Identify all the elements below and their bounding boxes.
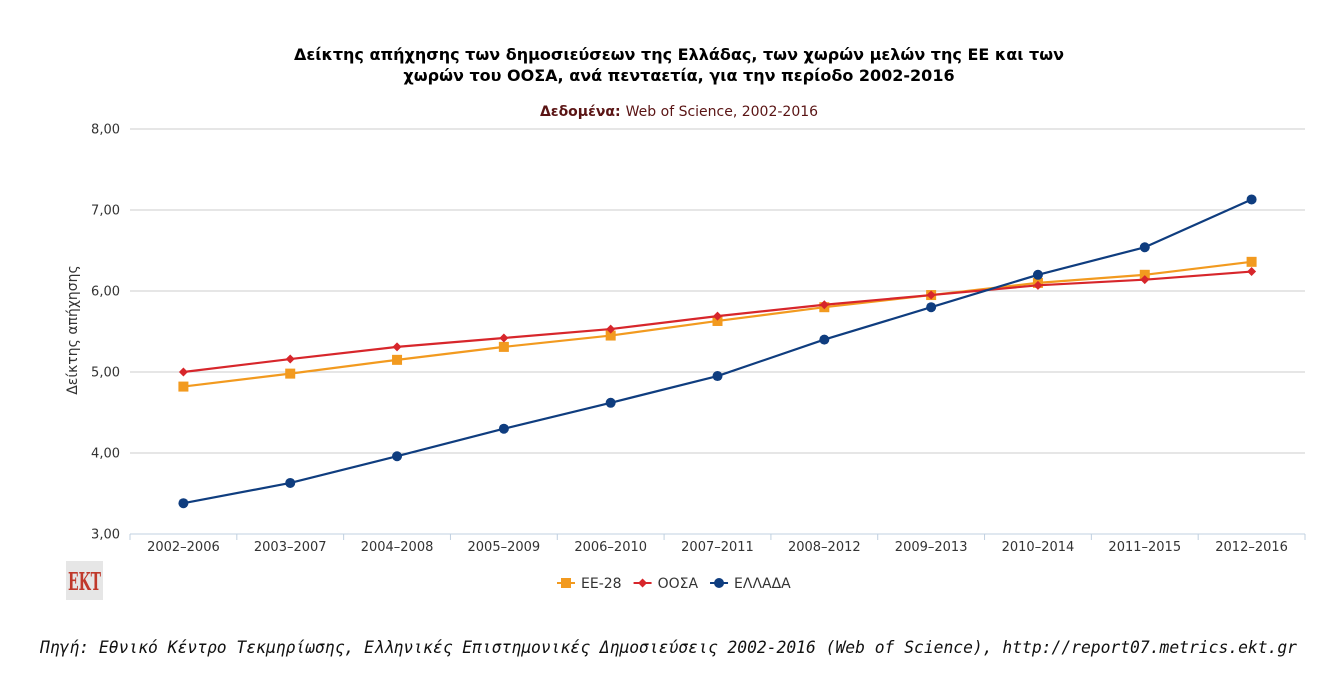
legend: ΕΕ-28 ΟΟΣΑ ΕΛΛΑΔΑ — [557, 576, 791, 592]
data-point-square — [1139, 269, 1150, 280]
data-point-circle — [1032, 269, 1043, 280]
chart-subtitle: Δεδομένα: Web of Science, 2002-2016 — [540, 104, 818, 120]
legend-item: ΕΕ-28 — [557, 576, 622, 592]
data-point-circle — [926, 302, 937, 313]
chart-title-line-1: Δείκτης απήχησης των δημοσιεύσεων της Ελ… — [294, 45, 1064, 64]
series-diamond — [178, 267, 1257, 377]
x-tick-label: 2010–2014 — [1002, 540, 1075, 555]
source-note: Πηγή: Εθνικό Κέντρο Τεκμηρίωσης, Ελληνικ… — [39, 638, 1297, 657]
y-axis-ticks: 3,00 4,00 5,00 6,00 7,00 8,00 — [91, 123, 120, 543]
x-tick-label: 2011–2015 — [1108, 540, 1181, 555]
data-point-circle — [498, 423, 509, 434]
x-tick-label: 2002–2006 — [147, 540, 220, 555]
data-point-square — [285, 368, 296, 379]
data-point-square — [605, 330, 616, 341]
data-point-diamond — [392, 342, 402, 352]
y-tick-label: 6,00 — [91, 285, 120, 300]
data-point-diamond — [285, 354, 295, 364]
x-tick-label: 2004–2008 — [361, 540, 434, 555]
data-point-circle — [712, 371, 723, 382]
ekt-logo: EKT — [66, 561, 103, 600]
series-line — [183, 198, 1253, 505]
data-point-diamond — [926, 290, 936, 300]
data-point-diamond — [713, 311, 722, 321]
data-point-square — [561, 578, 571, 588]
legend-label: ΕΛΛΑΔΑ — [734, 576, 791, 592]
y-tick-label: 7,00 — [91, 204, 120, 219]
data-point-diamond — [499, 333, 509, 343]
data-point-diamond — [1247, 267, 1257, 277]
subtitle-label: Δεδομένα: — [540, 104, 621, 120]
data-point-diamond — [606, 324, 616, 334]
chart-title-line-2: χωρών του ΟΟΣΑ, ανά πενταετία, για την π… — [403, 66, 954, 85]
y-tick-label: 4,00 — [91, 447, 120, 462]
subtitle-value: Web of Science, 2002-2016 — [626, 104, 818, 120]
data-point-square — [178, 381, 189, 392]
x-tick-label: 2008–2012 — [788, 540, 861, 555]
y-tick-label: 3,00 — [91, 528, 120, 543]
ekt-logo-text: EKT — [68, 567, 101, 596]
series-circle — [178, 194, 1257, 509]
grid-layer — [130, 128, 1305, 454]
x-tick-label: 2012–2016 — [1215, 540, 1288, 555]
data-point-circle — [392, 451, 403, 462]
data-point-circle — [605, 397, 616, 408]
legend-label: ΕΕ-28 — [581, 576, 622, 592]
legend-item: ΟΟΣΑ — [633, 576, 699, 592]
x-tick-label: 2003–2007 — [254, 540, 327, 555]
x-axis: 2002–2006 2003–2007 2004–2008 2005–2009 2006… — [129, 533, 1306, 555]
data-point-circle — [1139, 242, 1150, 253]
ekt-logo-background — [66, 561, 103, 600]
y-axis-label: Δείκτης απήχησης — [65, 265, 81, 395]
data-point-circle — [285, 477, 296, 488]
x-tick-label: 2009–2013 — [895, 540, 968, 555]
x-tick-label: 2005–2009 — [468, 540, 541, 555]
y-tick-label: 5,00 — [91, 366, 120, 381]
data-point-circle — [178, 498, 189, 509]
data-point-circle — [714, 578, 725, 588]
data-point-square — [712, 315, 723, 326]
data-point-diamond — [819, 300, 829, 310]
data-point-circle — [1246, 194, 1257, 205]
data-point-square — [498, 341, 509, 352]
legend-item: ΕΛΛΑΔΑ — [710, 576, 791, 592]
y-tick-label: 8,00 — [91, 123, 120, 138]
data-point-square — [392, 354, 403, 365]
data-point-diamond — [1140, 275, 1150, 285]
data-point-square — [1246, 256, 1257, 267]
data-point-circle — [819, 334, 830, 345]
legend-label: ΟΟΣΑ — [658, 576, 699, 592]
data-point-diamond — [638, 578, 648, 588]
series-layer — [178, 194, 1257, 509]
x-tick-label: 2006–2010 — [574, 540, 647, 555]
x-tick-label: 2007–2011 — [681, 540, 754, 555]
data-point-diamond — [178, 367, 188, 377]
data-point-diamond — [1033, 280, 1043, 290]
